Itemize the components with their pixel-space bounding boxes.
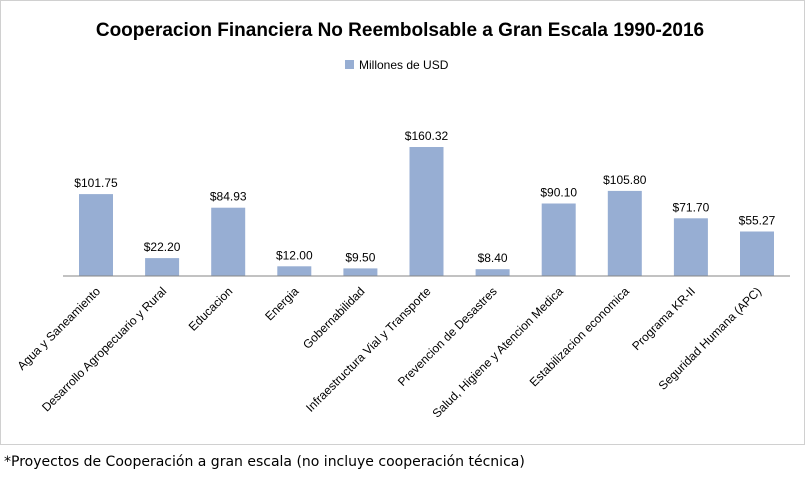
bar — [343, 268, 378, 276]
x-tick-label: Infraestructura Vial y Transporte — [303, 284, 434, 415]
x-tick-label: Gobernabilidad — [300, 284, 367, 351]
data-label: $84.93 — [210, 190, 247, 204]
x-tick-label: Educacion — [186, 284, 236, 334]
data-label: $12.00 — [276, 248, 313, 262]
data-label: $9.50 — [345, 250, 375, 264]
bar — [79, 194, 113, 276]
x-tick-label: Salud, Higiene y Atencion Medica — [430, 284, 567, 421]
bar — [145, 258, 180, 276]
data-label: $55.27 — [739, 214, 776, 228]
bar — [607, 190, 642, 276]
x-tick-label: Energia — [262, 284, 301, 323]
x-tick-label: Desarrollo Agropecuario y Rural — [39, 284, 169, 414]
bars-layer — [79, 147, 774, 276]
data-label: $22.20 — [144, 240, 181, 254]
bar — [211, 207, 246, 276]
data-label: $160.32 — [405, 129, 449, 143]
bar — [673, 218, 708, 276]
bar — [475, 269, 510, 276]
chart-title: Cooperacion Financiera No Reembolsable a… — [96, 20, 704, 41]
bar — [740, 231, 774, 276]
legend-label: Millones de USD — [359, 58, 449, 72]
bar — [409, 147, 444, 276]
data-label: $8.40 — [478, 251, 508, 265]
data-labels-layer: $101.75 $22.20 $84.93 $12.00 $9.50 $160.32 $8.… — [74, 129, 775, 265]
data-label: $90.10 — [540, 186, 577, 200]
data-label: $101.75 — [74, 176, 118, 190]
bar — [277, 266, 312, 276]
legend-swatch — [345, 60, 354, 69]
legend: Millones de USD — [345, 58, 449, 72]
bar-chart: Cooperacion Financiera No Reembolsable a… — [14, 20, 790, 421]
footnote: *Proyectos de Cooperación a gran escala … — [4, 454, 525, 470]
data-label: $105.80 — [603, 173, 647, 187]
data-label: $71.70 — [673, 200, 710, 214]
chart-frame — [0, 0, 805, 445]
bar — [541, 203, 576, 276]
x-tick-label: Programa KR-II — [629, 284, 698, 353]
